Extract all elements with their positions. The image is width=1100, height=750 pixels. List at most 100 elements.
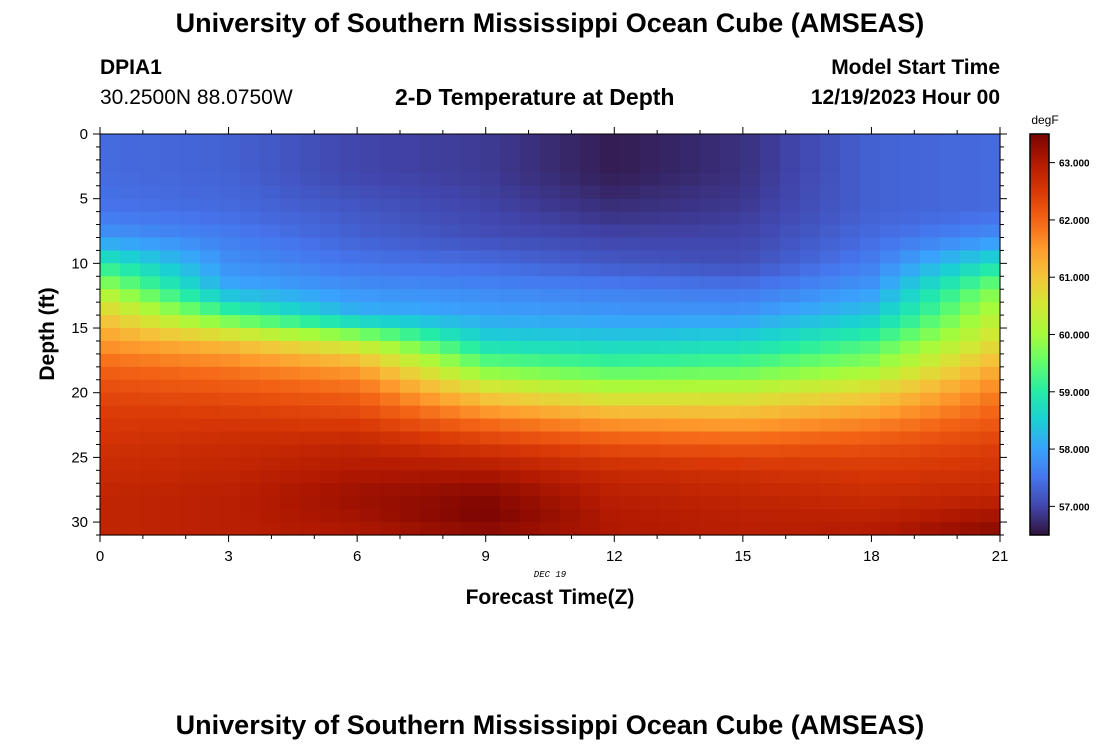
heatmap-cell (480, 366, 501, 381)
heatmap-cell (600, 146, 621, 161)
heatmap-cell (740, 302, 761, 316)
heatmap-cell (360, 134, 381, 148)
heatmap-cell (440, 509, 461, 523)
heatmap-cell (880, 250, 901, 264)
heatmap-cell (960, 496, 981, 510)
y-tick-label: 5 (80, 191, 88, 208)
heatmap-cell (340, 172, 361, 187)
heatmap-cell (780, 276, 801, 290)
heatmap-cell (860, 211, 881, 226)
heatmap-cell (200, 431, 221, 446)
heatmap-cell (200, 328, 221, 342)
heatmap-cell (400, 146, 421, 161)
heatmap-cell (100, 366, 121, 381)
heatmap-cell (520, 340, 541, 355)
heatmap-cell (120, 134, 141, 148)
heatmap-cell (420, 302, 441, 316)
heatmap-cell (360, 211, 381, 226)
heatmap-cell (180, 483, 201, 497)
heatmap-cell (940, 444, 961, 458)
heatmap-cell (360, 302, 381, 316)
heatmap-cell (980, 263, 1001, 277)
heatmap-cell (600, 224, 621, 239)
heatmap-cell (320, 315, 341, 329)
heatmap-cell (900, 211, 921, 226)
heatmap-cell (900, 431, 921, 446)
heatmap-cell (640, 224, 661, 239)
heatmap-cell (820, 250, 841, 264)
heatmap-cell (320, 146, 341, 161)
heatmap-cell (680, 366, 701, 381)
heatmap-cell (460, 340, 481, 355)
heatmap-cell (660, 237, 681, 252)
heatmap-cell (580, 496, 601, 510)
heatmap-cell (500, 340, 521, 355)
heatmap-cell (660, 328, 681, 342)
heatmap-cell (520, 444, 541, 458)
heatmap-cell (960, 250, 981, 264)
heatmap-cell (420, 405, 441, 420)
heatmap-cell (200, 522, 221, 536)
heatmap-cell (420, 353, 441, 368)
heatmap-cell (340, 134, 361, 148)
heatmap-cell (880, 328, 901, 342)
heatmap-cell (880, 496, 901, 510)
heatmap-cell (380, 185, 401, 200)
heatmap-cell (780, 470, 801, 484)
heatmap-cell (660, 483, 681, 497)
heatmap-cell (180, 146, 201, 161)
heatmap-cell (860, 185, 881, 200)
heatmap-cell (780, 405, 801, 420)
heatmap-cell (920, 315, 941, 329)
heatmap-cell (380, 146, 401, 161)
heatmap-cell (340, 276, 361, 290)
heatmap-cell (580, 509, 601, 523)
heatmap-cell (580, 405, 601, 420)
heatmap-cell (700, 289, 721, 303)
heatmap-cell (100, 444, 121, 458)
heatmap-cell (460, 392, 481, 407)
heatmap-cell (520, 302, 541, 316)
heatmap-cell (800, 159, 821, 174)
heatmap-cell (440, 431, 461, 446)
heatmap-cell (600, 328, 621, 342)
heatmap-cell (740, 237, 761, 252)
heatmap-cell (260, 276, 281, 290)
heatmap-cell (960, 185, 981, 200)
heatmap-cell (780, 315, 801, 329)
heatmap-cell (440, 392, 461, 407)
heatmap-cell (900, 392, 921, 407)
heatmap-cell (560, 509, 581, 523)
heatmap-cell (180, 211, 201, 226)
heatmap-cell (200, 263, 221, 277)
heatmap-cell (380, 159, 401, 174)
heatmap-cell (580, 522, 601, 536)
heatmap-cell (320, 276, 341, 290)
heatmap-cell (160, 302, 181, 316)
heatmap-cell (560, 134, 581, 148)
heatmap-cell (640, 263, 661, 277)
heatmap-cell (760, 522, 781, 536)
heatmap-cell (820, 483, 841, 497)
heatmap-cell (460, 353, 481, 368)
heatmap-cell (340, 211, 361, 226)
heatmap-cell (920, 353, 941, 368)
heatmap-cell (580, 444, 601, 458)
heatmap-cell (340, 159, 361, 174)
heatmap-cell (620, 289, 641, 303)
heatmap-cell (640, 470, 661, 484)
heatmap-cell (440, 496, 461, 510)
heatmap-cell (800, 418, 821, 433)
heatmap-cell (300, 457, 321, 471)
heatmap-cell (220, 134, 241, 148)
heatmap-cell (680, 444, 701, 458)
heatmap-cell (160, 470, 181, 484)
heatmap-cell (320, 328, 341, 342)
y-tick-label: 20 (71, 385, 88, 402)
heatmap-cell (180, 496, 201, 510)
heatmap-cell (480, 353, 501, 368)
heatmap-cell (360, 431, 381, 446)
heatmap-cell (540, 328, 561, 342)
heatmap-cell (240, 263, 261, 277)
heatmap-cell (700, 496, 721, 510)
